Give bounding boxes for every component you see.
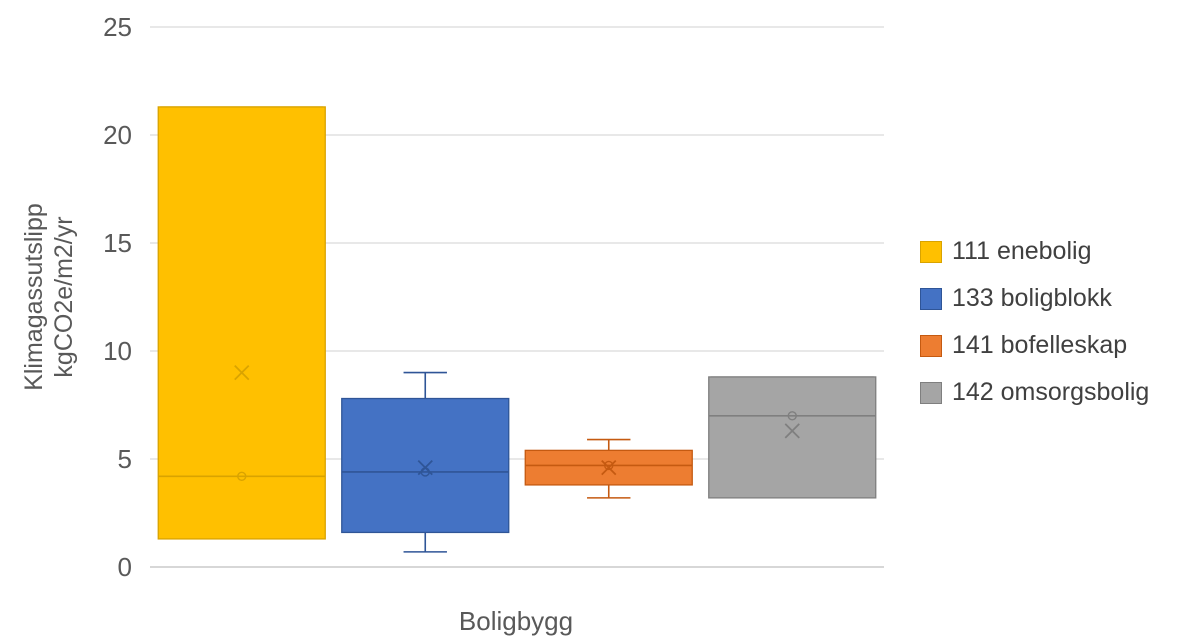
legend-label: 141 bofelleskap	[952, 331, 1128, 359]
legend-swatch	[920, 381, 942, 404]
box-iqr	[341, 397, 510, 534]
box-iqr	[157, 106, 326, 540]
box-iqr	[708, 376, 877, 499]
legend-label: 111 enebolig	[952, 237, 1092, 265]
box-3	[524, 438, 693, 499]
median-marker	[604, 460, 614, 471]
y-tick-label: 15	[103, 228, 132, 258]
legend-swatch	[920, 334, 942, 357]
box-2	[341, 371, 510, 553]
median-marker	[787, 411, 797, 421]
legend-label: 142 omsorgsbolig	[952, 378, 1150, 406]
legend: 111 enebolig 133 boligblokk 141 bofelleska…	[920, 228, 1149, 416]
legend-swatch	[920, 287, 942, 310]
x-axis-label: Boligbygg	[459, 606, 573, 636]
mean-marker	[234, 364, 250, 381]
legend-label: 133 boligblokk	[952, 284, 1112, 312]
y-axis-label: Klimagassutslipp kgCO2e/m2/yr	[20, 203, 78, 391]
y-tick-label: 0	[118, 552, 132, 582]
y-tick-label: 5	[118, 444, 132, 474]
box-4	[708, 376, 877, 499]
box-series	[157, 106, 877, 553]
y-axis-ticks: 0 5 10 15 20 25	[103, 12, 132, 582]
median-marker	[237, 471, 247, 481]
legend-item-2: 133 boligblokk	[920, 275, 1149, 322]
y-tick-label: 20	[103, 120, 132, 150]
box-1	[157, 106, 326, 540]
y-axis-label-line-2: kgCO2e/m2/yr	[50, 216, 78, 377]
mean-marker	[784, 423, 800, 439]
y-axis-label-line-1: Klimagassutslipp	[20, 203, 48, 391]
y-tick-label: 25	[103, 12, 132, 42]
legend-item-4: 142 omsorgsbolig	[920, 369, 1149, 416]
legend-item-3: 141 bofelleskap	[920, 322, 1149, 369]
legend-item-1: 111 enebolig	[920, 228, 1149, 275]
mean-marker	[601, 460, 617, 476]
y-tick-label: 10	[103, 336, 132, 366]
legend-swatch	[920, 240, 942, 263]
mean-marker	[417, 460, 433, 476]
